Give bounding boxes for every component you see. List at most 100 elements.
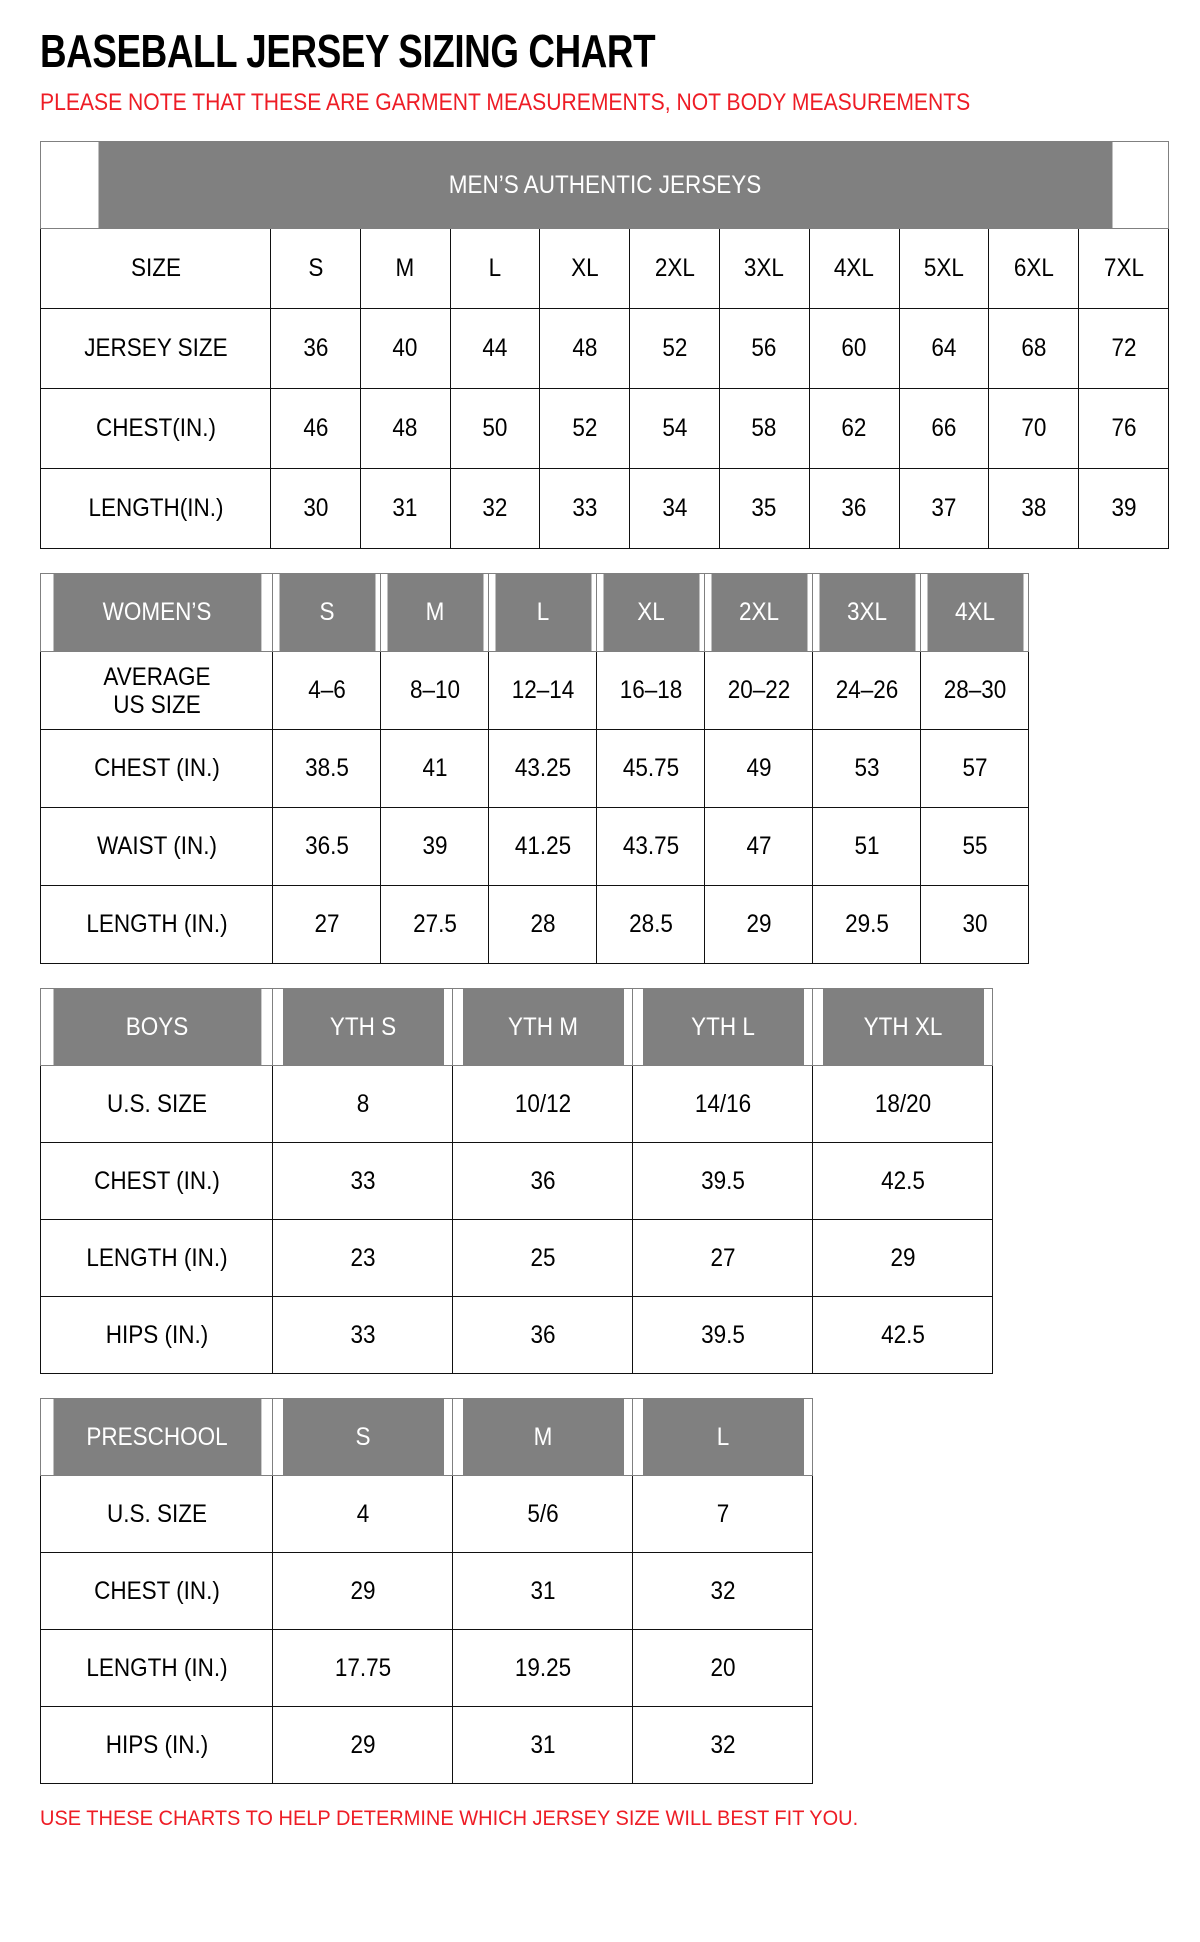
row-label: LENGTH (IN.) xyxy=(51,885,262,965)
cell: 48 xyxy=(543,308,626,390)
cell: 39.5 xyxy=(641,1296,804,1375)
cell: 20–22 xyxy=(709,651,808,731)
cell: 39.5 xyxy=(641,1142,804,1221)
table-row: LENGTH(IN.) 30 31 32 33 34 35 36 37 38 3… xyxy=(41,468,1169,550)
cell: 47 xyxy=(709,807,808,887)
table-row: CHEST (IN.) 33 36 39.5 42.5 xyxy=(41,1142,993,1221)
womens-corner-label: WOMEN’S xyxy=(51,573,262,653)
cell: 52 xyxy=(633,308,716,390)
row-label-line2: US SIZE xyxy=(112,690,201,719)
preschool-corner-label: PRESCHOOL xyxy=(51,1398,262,1477)
footer-note: USE THESE CHARTS TO HELP DETERMINE WHICH… xyxy=(40,1806,859,1831)
cell: 32 xyxy=(641,1706,804,1785)
cell: 68 xyxy=(992,308,1075,390)
cell: 43.75 xyxy=(601,807,700,887)
cell: 31 xyxy=(461,1706,624,1785)
mens-banner-label: MEN’S AUTHENTIC JERSEYS xyxy=(96,141,1113,230)
table-row: JERSEY SIZE 36 40 44 48 52 56 60 64 68 7… xyxy=(41,308,1169,390)
row-label: HIPS (IN.) xyxy=(51,1706,262,1785)
cell: 14/16 xyxy=(641,1065,804,1144)
cell: 50 xyxy=(454,388,536,470)
boys-table-section: BOYS YTH S YTH M YTH L YTH XL U.S. SIZE … xyxy=(40,988,1160,1375)
womens-col-header: M xyxy=(385,573,484,653)
mens-sizing-table: MEN’S AUTHENTIC JERSEYS SIZE S M L XL 2X… xyxy=(40,141,1170,550)
mens-col-header: 7XL xyxy=(1082,228,1165,310)
mens-col-header: S xyxy=(274,228,357,310)
cell: 29 xyxy=(281,1706,444,1785)
table-row: WAIST (IN.) 36.5 39 41.25 43.75 47 51 55 xyxy=(41,807,1029,887)
cell: 25 xyxy=(461,1219,624,1298)
boys-header-row: BOYS YTH S YTH M YTH L YTH XL xyxy=(41,988,993,1067)
cell: 66 xyxy=(903,388,985,470)
cell: 28–30 xyxy=(925,651,1024,731)
cell: 16–18 xyxy=(601,651,700,731)
boys-col-header: YTH XL xyxy=(821,988,984,1067)
cell: 43.25 xyxy=(493,729,592,809)
cell: 35 xyxy=(723,468,806,550)
cell: 48 xyxy=(364,388,447,470)
cell: 38 xyxy=(992,468,1075,550)
preschool-sizing-table: PRESCHOOL S M L U.S. SIZE 4 5/6 7 CHEST … xyxy=(40,1398,813,1785)
preschool-header-row: PRESCHOOL S M L xyxy=(41,1398,813,1477)
cell: 51 xyxy=(817,807,916,887)
cell: 32 xyxy=(454,468,536,550)
cell: 29 xyxy=(709,885,808,965)
cell: 53 xyxy=(817,729,916,809)
cell: 12–14 xyxy=(493,651,592,731)
womens-table-section: WOMEN’S S M L XL 2XL 3XL 4XL AVERAGE US … xyxy=(40,573,1160,965)
cell: 52 xyxy=(543,388,626,470)
cell: 56 xyxy=(723,308,806,390)
cell: 37 xyxy=(903,468,985,550)
sizing-chart-page: BASEBALL JERSEY SIZING CHART PLEASE NOTE… xyxy=(40,28,1170,1831)
cell: 45.75 xyxy=(601,729,700,809)
mens-header-row: SIZE S M L XL 2XL 3XL 4XL 5XL 6XL 7XL xyxy=(41,228,1169,310)
cell: 30 xyxy=(925,885,1024,965)
cell: 23 xyxy=(281,1219,444,1298)
cell: 40 xyxy=(364,308,447,390)
boys-col-header: YTH M xyxy=(461,988,624,1067)
preschool-table-section: PRESCHOOL S M L U.S. SIZE 4 5/6 7 CHEST … xyxy=(40,1398,1160,1785)
row-label: CHEST (IN.) xyxy=(51,1552,262,1631)
preschool-col-header: S xyxy=(281,1398,444,1477)
cell: 29.5 xyxy=(817,885,916,965)
womens-col-header: XL xyxy=(601,573,700,653)
row-label: WAIST (IN.) xyxy=(51,807,262,887)
cell: 4–6 xyxy=(277,651,376,731)
cell: 7 xyxy=(641,1475,804,1554)
cell: 32 xyxy=(641,1552,804,1631)
cell: 49 xyxy=(709,729,808,809)
mens-col-header: L xyxy=(454,228,536,310)
womens-col-header: 2XL xyxy=(709,573,808,653)
cell: 27 xyxy=(641,1219,804,1298)
row-label: U.S. SIZE xyxy=(51,1475,262,1554)
table-row: LENGTH (IN.) 17.75 19.25 20 xyxy=(41,1629,813,1708)
cell: 30 xyxy=(274,468,357,550)
cell: 29 xyxy=(821,1219,984,1298)
row-label: JERSEY SIZE xyxy=(51,308,260,390)
cell: 17.75 xyxy=(281,1629,444,1708)
cell: 34 xyxy=(633,468,716,550)
womens-col-header: 4XL xyxy=(925,573,1024,653)
mens-col-header: 6XL xyxy=(992,228,1075,310)
preschool-col-header: M xyxy=(461,1398,624,1477)
table-row: LENGTH (IN.) 23 25 27 29 xyxy=(41,1219,993,1298)
cell: 18/20 xyxy=(821,1065,984,1144)
boys-sizing-table: BOYS YTH S YTH M YTH L YTH XL U.S. SIZE … xyxy=(40,988,993,1375)
table-row: CHEST(IN.) 46 48 50 52 54 58 62 66 70 76 xyxy=(41,388,1169,470)
cell: 70 xyxy=(992,388,1075,470)
table-row: HIPS (IN.) 29 31 32 xyxy=(41,1706,813,1785)
cell: 42.5 xyxy=(821,1296,984,1375)
cell: 29 xyxy=(281,1552,444,1631)
cell: 76 xyxy=(1082,388,1165,470)
row-label: LENGTH(IN.) xyxy=(51,468,260,550)
table-row: CHEST (IN.) 29 31 32 xyxy=(41,1552,813,1631)
mens-col-header: M xyxy=(364,228,447,310)
cell: 72 xyxy=(1082,308,1165,390)
cell: 24–26 xyxy=(817,651,916,731)
cell: 44 xyxy=(454,308,536,390)
row-label: AVERAGE US SIZE xyxy=(51,651,262,731)
cell: 36 xyxy=(461,1296,624,1375)
cell: 19.25 xyxy=(461,1629,624,1708)
mens-corner-label: SIZE xyxy=(51,228,260,310)
womens-col-header: 3XL xyxy=(817,573,916,653)
